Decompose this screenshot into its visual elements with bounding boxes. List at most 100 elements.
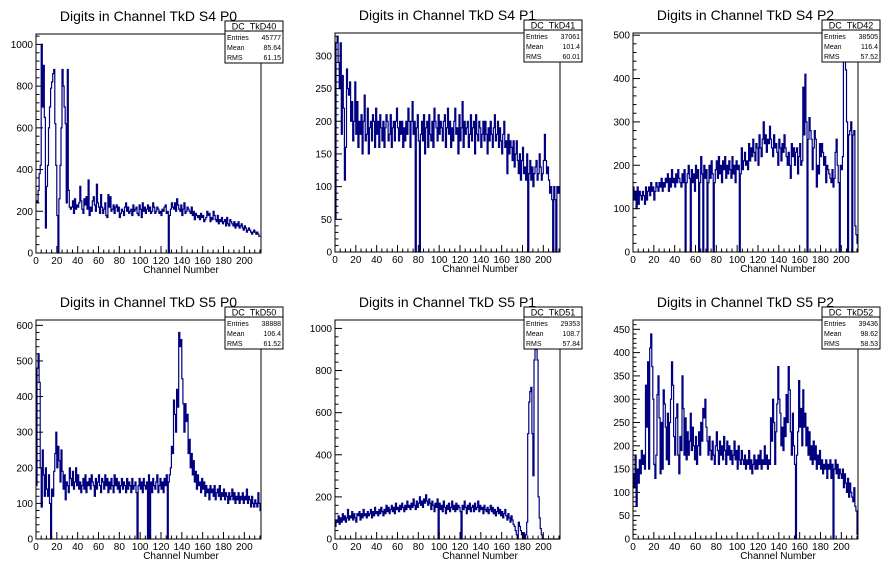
y-tick-label: 150 [613,465,630,476]
histogram-pad: Digits in Channel TkD S4 P1 0 20 40 60 80 100 1… [315,7,583,275]
x-tick-label: 40 [669,255,681,266]
y-tick-label: 0 [326,535,332,546]
x-tick-label: 200 [833,255,850,266]
stats-label: Mean [526,331,544,338]
x-tick-label: 180 [812,542,829,553]
stats-value: 45777 [262,35,282,42]
chart-title: Digits in Channel TkD S4 P1 [359,7,536,23]
x-tick-label: 60 [392,542,404,553]
x-axis-title: Channel Number [442,551,518,562]
x-tick-label: 140 [173,542,190,553]
x-tick-label: 160 [791,542,808,553]
histogram-line [633,333,858,540]
stats-label: Entries [227,321,249,328]
x-tick-label: 80 [711,542,723,553]
stats-value: 85.64 [263,45,281,52]
x-axis-title: Channel Number [143,265,219,276]
x-tick-label: 80 [413,542,425,553]
y-tick-label: 50 [619,511,631,522]
stats-box-frame [224,20,284,64]
stats-label: Mean [227,45,245,52]
y-tick-label: 0 [27,249,33,260]
histogram-pad: Digits in Channel TkD S4 P0 0 20 40 60 80 100 1… [11,8,284,276]
y-tick-label: 800 [315,366,332,377]
x-tick-label: 100 [431,255,448,266]
x-tick-label: 80 [114,542,126,553]
y-tick-label: 200 [315,492,332,503]
y-tick-label: 300 [613,395,630,406]
stats-label: RMS [526,341,542,348]
x-tick-label: 140 [173,256,190,267]
x-tick-label: 60 [690,255,702,266]
y-tick-label: 600 [16,321,33,332]
x-tick-label: 100 [729,542,746,553]
x-tick-label: 160 [194,256,211,267]
x-tick-label: 160 [493,542,510,553]
y-tick-label: 0 [27,535,33,546]
x-tick-label: 140 [770,542,787,553]
stats-value: 37061 [561,34,581,41]
stats-box-frame [523,306,583,350]
y-tick-label: 100 [16,499,33,510]
x-tick-label: 0 [332,255,338,266]
x-tick-label: 120 [452,255,469,266]
x-tick-label: 200 [535,542,552,553]
y-tick-label: 500 [613,31,630,42]
x-tick-label: 20 [51,542,63,553]
y-tick-label: 400 [315,450,332,461]
x-tick-label: 40 [72,542,84,553]
stats-value: 116.4 [861,44,878,51]
x-axis-title: Channel Number [740,551,816,562]
x-tick-label: 80 [413,255,425,266]
stats-name: DC_TkD41 [531,21,576,31]
histogram-pad: Digits in Channel TkD S5 P0 0 20 40 60 80 100 1… [16,294,284,562]
x-axis-title: Channel Number [740,264,816,275]
x-axis-title: Channel Number [143,551,219,562]
x-tick-label: 140 [472,542,489,553]
y-tick-label: 250 [315,84,332,95]
x-tick-label: 120 [153,256,170,267]
x-tick-label: 0 [33,256,39,267]
plot-frame [35,33,262,254]
histogram-line [36,331,261,540]
stats-name: DC_TkD51 [531,308,576,318]
chart-title: Digits in Channel TkD S4 P2 [657,7,834,23]
y-tick-label: 250 [613,418,630,429]
stats-label: Entries [824,321,846,328]
x-tick-label: 80 [114,256,126,267]
x-tick-label: 200 [833,542,850,553]
y-tick-label: 1000 [310,324,333,335]
plot-frame [632,32,859,253]
x-tick-label: 60 [93,542,105,553]
plot-frame [632,319,859,540]
histogram-pad: Digits in Channel TkD S5 P1 0 20 40 60 80 100 1… [310,294,583,562]
stats-label: Mean [227,331,245,338]
stats-value: 57.84 [562,341,580,348]
x-tick-label: 180 [812,255,829,266]
x-tick-label: 60 [690,542,702,553]
stats-value: 106.4 [263,331,281,338]
x-tick-label: 120 [750,255,767,266]
stats-box-frame [821,19,881,63]
stats-box-frame [523,19,583,63]
x-tick-label: 200 [236,542,253,553]
x-tick-label: 180 [215,256,232,267]
stats-value: 57.52 [860,54,878,61]
y-tick-label: 500 [16,356,33,367]
stats-box: DC_TkD50 Entries 38888 Mean 106.4 RMS 61.52 [224,306,284,350]
chart-title: Digits in Channel TkD S4 P0 [60,8,237,24]
x-tick-label: 120 [452,542,469,553]
x-tick-label: 20 [648,255,660,266]
x-tick-label: 40 [371,542,383,553]
stats-value: 98.62 [860,331,878,338]
y-tick-label: 350 [613,371,630,382]
x-tick-label: 80 [711,255,723,266]
y-tick-label: 200 [613,161,630,172]
stats-label: Entries [227,35,249,42]
stats-box: DC_TkD52 Entries 39436 Mean 98.62 RMS 58.53 [821,306,881,350]
x-tick-label: 20 [51,256,63,267]
stats-value: 108.7 [562,331,580,338]
x-tick-label: 120 [750,542,767,553]
x-tick-label: 40 [72,256,84,267]
